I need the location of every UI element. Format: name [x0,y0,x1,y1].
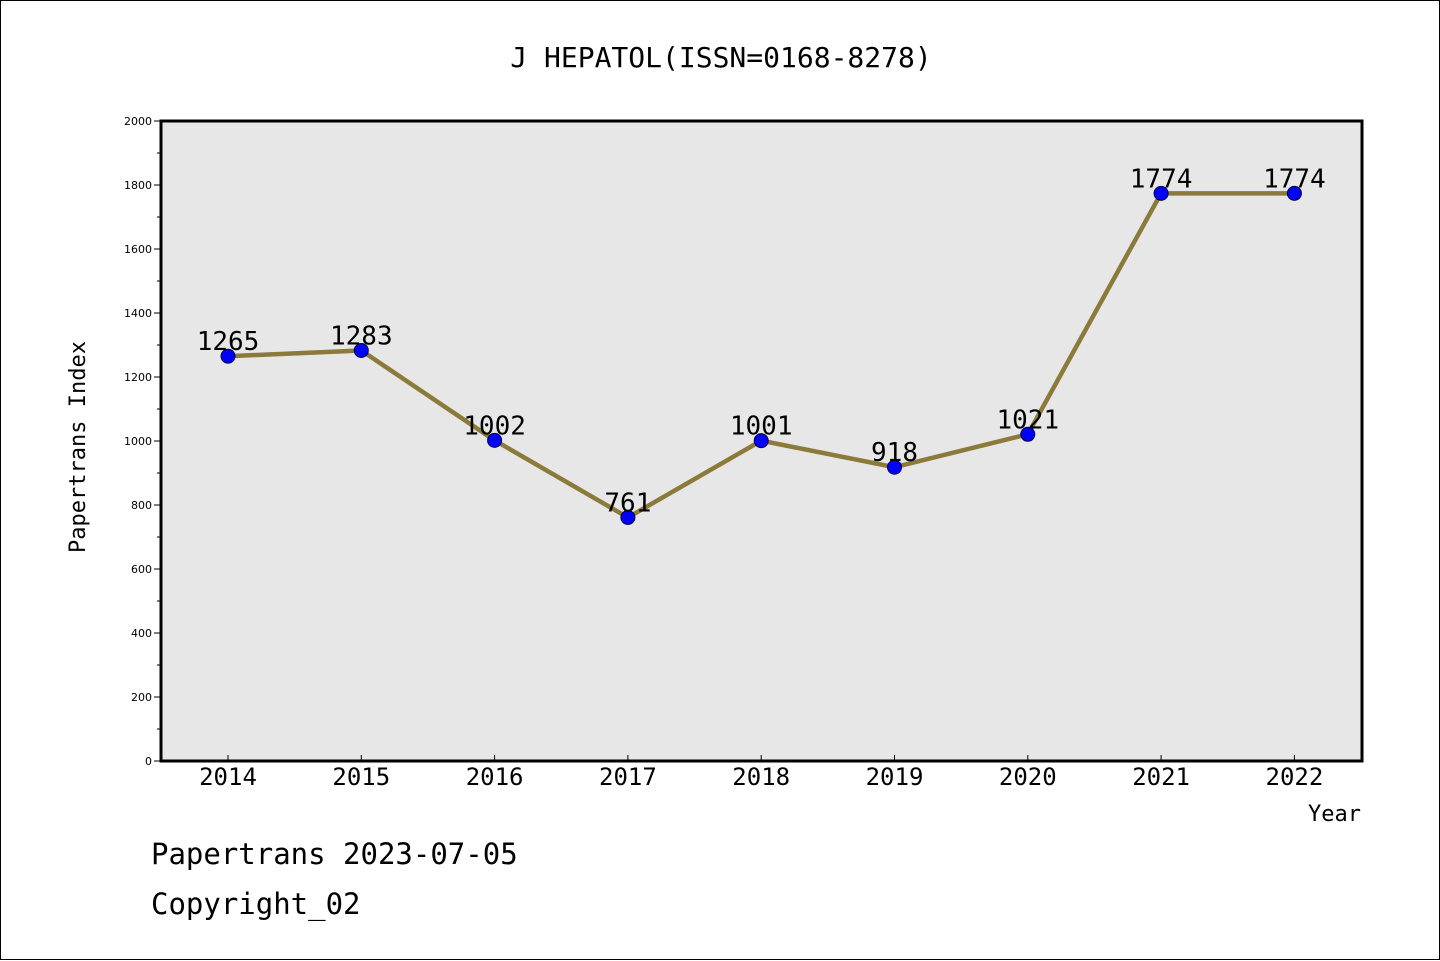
y-axis-label: Papertrans Index [66,341,91,553]
x-tick-label: 2020 [999,763,1057,791]
data-label: 918 [871,438,918,468]
data-point [1020,426,1036,442]
x-tick-label: 2022 [1266,763,1324,791]
y-tick-label: 2000 [124,115,152,128]
data-label: 1774 [1130,164,1193,194]
x-axis-label: Year [1308,802,1361,827]
data-label: 1021 [996,405,1059,435]
x-tick-label: 2021 [1132,763,1190,791]
x-tick-label: 2018 [732,763,790,791]
y-tick-label: 1800 [124,179,152,192]
series-layer: 1265 1283 1002 761 1001 918 1021 1774 1774 [197,164,1326,525]
data-point [620,509,636,525]
x-axis: 2014 2015 2016 2017 2018 2019 2020 2021 2022 [199,755,1323,791]
y-tick-label: 1400 [124,307,152,320]
data-point [753,433,769,449]
y-tick-label: 600 [131,563,152,576]
data-point [1286,185,1302,201]
y-axis: 0 200 400 600 800 1000 1200 1400 1600 1800 2000 [124,115,161,768]
y-tick-label: 200 [131,691,152,704]
data-label: 1001 [730,412,793,442]
data-point [487,432,503,448]
y-tick-label: 400 [131,627,152,640]
y-tick-label: 1600 [124,243,152,256]
y-tick-label: 1200 [124,371,152,384]
data-point [1153,185,1169,201]
footer-date-line: Papertrans 2023-07-05 [151,837,518,871]
y-tick-label: 0 [145,755,152,768]
x-tick-label: 2017 [599,763,657,791]
data-point [887,459,902,475]
data-label: 1265 [197,327,260,357]
y-tick-label: 800 [131,499,152,512]
plot-frame [159,119,1364,763]
x-tick-label: 2014 [199,763,257,791]
x-tick-label: 2015 [332,763,390,791]
footer-copyright-line: Copyright_02 [151,887,361,921]
chart-title: J HEPATOL(ISSN=0168-8278) [510,41,931,74]
x-tick-label: 2019 [866,763,924,791]
data-point [353,342,369,358]
data-label: 1774 [1263,164,1326,194]
data-point [220,348,236,364]
x-tick-label: 2016 [466,763,524,791]
y-tick-label: 1000 [124,435,152,448]
data-label: 761 [604,488,651,518]
data-label: 1002 [463,411,526,441]
data-label: 1283 [330,321,393,351]
